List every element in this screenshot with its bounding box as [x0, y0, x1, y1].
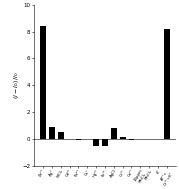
Bar [164, 29, 170, 139]
Bar [120, 137, 125, 139]
Bar [58, 132, 64, 139]
Bar [111, 128, 117, 139]
Y-axis label: $(I-I_0)/I_0$: $(I-I_0)/I_0$ [12, 71, 21, 99]
Bar [40, 26, 46, 139]
Bar [129, 139, 134, 140]
Bar [102, 139, 108, 146]
Bar [93, 139, 99, 146]
Bar [49, 127, 55, 139]
Bar [76, 139, 81, 140]
